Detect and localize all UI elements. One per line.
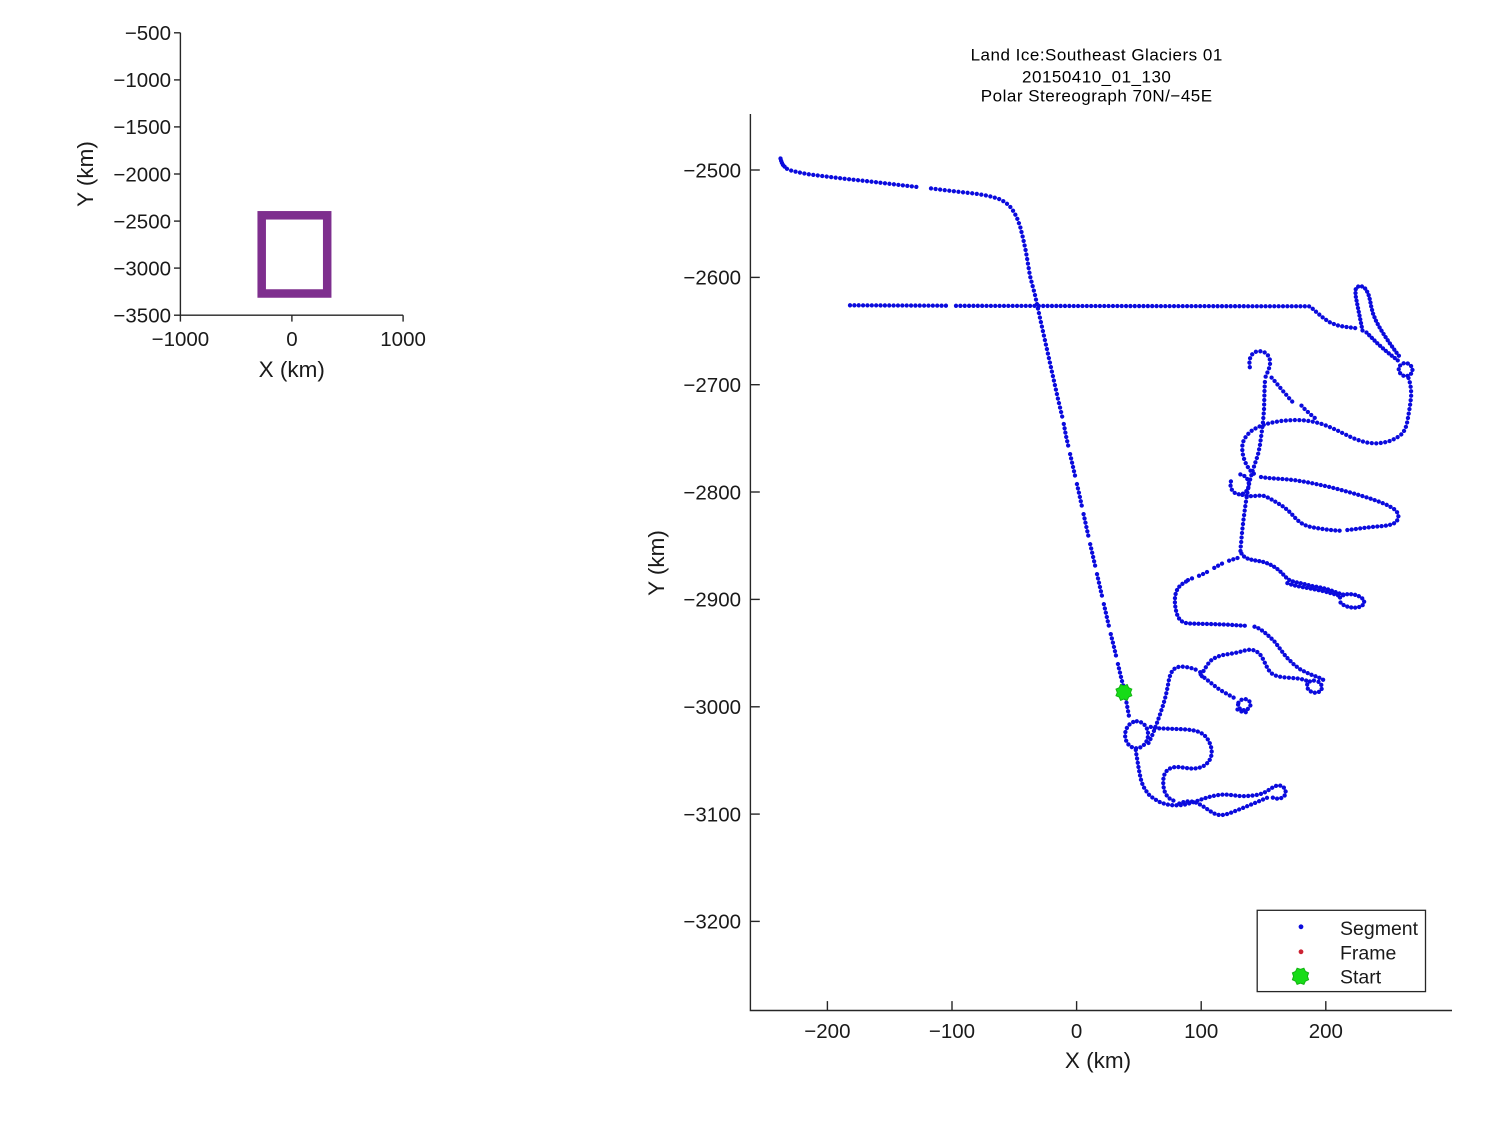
svg-text:−3200: −3200 [683,911,741,934]
svg-text:X (km): X (km) [1065,1048,1131,1073]
svg-text:−500: −500 [125,22,171,45]
svg-text:−100: −100 [929,1020,975,1043]
svg-text:−1000: −1000 [113,69,171,92]
svg-text:200: 200 [1309,1020,1343,1043]
svg-text:−2500: −2500 [683,159,741,182]
svg-text:−1000: −1000 [152,328,210,351]
svg-text:X (km): X (km) [259,357,325,382]
svg-text:−3100: −3100 [683,803,741,826]
svg-text:−3000: −3000 [683,696,741,719]
svg-text:−200: −200 [804,1020,850,1043]
svg-text:−2600: −2600 [683,267,741,290]
svg-text:Y (km): Y (km) [73,141,98,207]
svg-text:Polar Stereograph 70N/−45E: Polar Stereograph 70N/−45E [981,87,1213,106]
svg-text:1000: 1000 [380,328,426,351]
svg-text:Y (km): Y (km) [644,530,669,596]
svg-text:0: 0 [286,328,297,351]
svg-text:Land Ice:Southeast Glaciers 01: Land Ice:Southeast Glaciers 01 [971,46,1223,65]
svg-text:−2900: −2900 [683,589,741,612]
svg-text:20150410_01_130: 20150410_01_130 [1022,67,1171,86]
svg-text:−1500: −1500 [113,116,171,139]
svg-text:−2500: −2500 [113,210,171,233]
svg-text:100: 100 [1184,1020,1218,1043]
svg-text:−3000: −3000 [113,257,171,280]
svg-text:Segment: Segment [1340,918,1419,940]
svg-text:Start: Start [1340,966,1382,988]
svg-text:−3500: −3500 [113,305,171,328]
svg-text:0: 0 [1071,1020,1082,1043]
svg-text:−2800: −2800 [683,481,741,504]
svg-text:−2000: −2000 [113,163,171,186]
svg-text:Frame: Frame [1340,942,1396,964]
svg-text:−2700: −2700 [683,374,741,397]
